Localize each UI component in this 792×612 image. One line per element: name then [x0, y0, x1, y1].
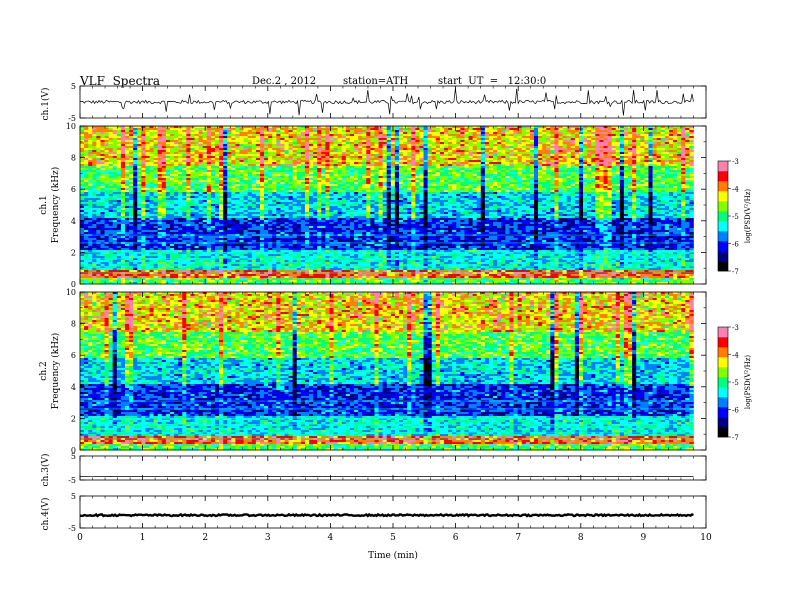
- x-tick-label-7: 7: [515, 533, 521, 543]
- x-tick-label-9: 9: [641, 533, 647, 543]
- y-tick-label: 5: [71, 82, 76, 91]
- y-tick-label: 6: [71, 185, 76, 194]
- x-tick-label-4: 4: [328, 533, 334, 543]
- y-tick-label: 8: [71, 154, 76, 163]
- colorbar-tick-label: -6: [732, 241, 739, 249]
- trace-ch4: [79, 512, 694, 518]
- colorbar-tick-label: -5: [732, 213, 739, 221]
- x-tick-label-8: 8: [578, 533, 584, 543]
- colorbar-label: log(PSD(V²/Hz): [744, 189, 752, 244]
- x-tick-label-5: 5: [390, 533, 396, 543]
- x-tick-label-0: 0: [77, 533, 83, 543]
- colorbar-tick-label: -5: [732, 379, 739, 387]
- y-tick-label: 2: [71, 248, 76, 257]
- spectrogram-ch2-spec: [80, 292, 694, 451]
- y-tick-label: -5: [68, 524, 76, 533]
- y-axis-label-channel: ch.2: [39, 361, 49, 380]
- colorbar-tick-label: -3: [732, 158, 739, 166]
- y-tick-label: 0: [71, 446, 76, 455]
- x-tick-label-10: 10: [700, 533, 712, 543]
- y-axis-label-ch4: ch.4(V): [40, 498, 51, 531]
- y-axis-label-ch3: ch.3(V): [40, 454, 51, 487]
- trace-ch1: [80, 88, 694, 116]
- y-tick-label: -5: [68, 476, 76, 485]
- y-tick-label: 6: [71, 351, 76, 360]
- colorbar-tick-label: -4: [732, 186, 739, 194]
- y-axis-label-channel: ch.1: [39, 195, 49, 214]
- y-tick-label: 10: [66, 288, 76, 297]
- panel-ch1: ch.1(V) 5 -5: [40, 82, 707, 123]
- y-tick-label: 5: [71, 452, 76, 461]
- spectrogram-ch1-spec: [80, 126, 694, 285]
- chart-title: VLF Spectra: [80, 74, 160, 88]
- y-axis-label-frequency: Frequency (kHz): [50, 167, 61, 244]
- panel-ch3: ch.3(V) 5 -5: [40, 452, 707, 487]
- start-time-label: start UT = 12:30:0: [438, 76, 546, 87]
- y-tick-label: 4: [71, 217, 76, 226]
- colorbar-ch1-spec: -3 -4 -5 -6 -7 log(PSD(V²/Hz): [717, 158, 752, 276]
- x-tick-label-6: 6: [453, 533, 459, 543]
- x-tick-label-1: 1: [140, 533, 146, 543]
- date-label: Dec.2 , 2012: [252, 76, 316, 87]
- colorbar-tick-label: -7: [732, 268, 739, 276]
- colorbar-tick-label: -6: [732, 407, 739, 415]
- y-axis-label-ch1: ch.1(V): [40, 88, 51, 121]
- y-tick-label: 4: [71, 383, 76, 392]
- y-tick-label: 10: [66, 122, 76, 131]
- y-tick-label: 5: [71, 492, 76, 501]
- colorbar-tick-label: -7: [732, 434, 739, 442]
- colorbar-tick-label: -3: [732, 324, 739, 332]
- panel-ch2-spec: -3 -4 -5 -6 -7 log(PSD(V²/Hz) ch.2 Frequency (k…: [39, 288, 752, 455]
- station-label: station=ATH: [343, 76, 408, 87]
- y-tick-label: -5: [68, 114, 76, 123]
- colorbar-ch2-spec: -3 -4 -5 -6 -7 log(PSD(V²/Hz): [717, 324, 752, 442]
- y-tick-label: 8: [71, 320, 76, 329]
- x-tick-label-3: 3: [265, 533, 271, 543]
- panel-ch4: ch.4(V) 5 -50 1 2 3 4 5 6 7 8 9 10: [40, 492, 712, 543]
- x-axis-label: Time (min): [368, 550, 418, 561]
- colorbar-label: log(PSD(V²/Hz): [744, 355, 752, 410]
- x-tick-label-2: 2: [202, 533, 208, 543]
- panel-ch1-spec: -3 -4 -5 -6 -7 log(PSD(V²/Hz) ch.1 Frequency (k…: [39, 122, 752, 289]
- y-tick-label: 0: [71, 280, 76, 289]
- colorbar-tick-label: -4: [732, 352, 739, 360]
- y-tick-label: 2: [71, 414, 76, 423]
- y-axis-label-frequency: Frequency (kHz): [50, 333, 61, 410]
